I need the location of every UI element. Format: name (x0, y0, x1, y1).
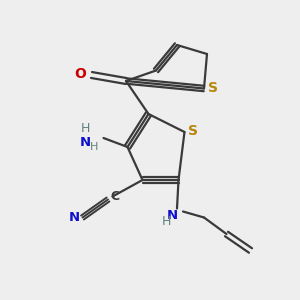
Text: C: C (110, 190, 119, 203)
Text: N: N (69, 211, 80, 224)
Text: S: S (208, 82, 218, 95)
Text: O: O (74, 67, 86, 80)
Text: N: N (167, 209, 178, 222)
Text: H: H (162, 215, 171, 228)
Text: N: N (80, 136, 91, 149)
Text: H: H (81, 122, 90, 136)
Text: H: H (89, 142, 98, 152)
Text: S: S (188, 124, 198, 137)
